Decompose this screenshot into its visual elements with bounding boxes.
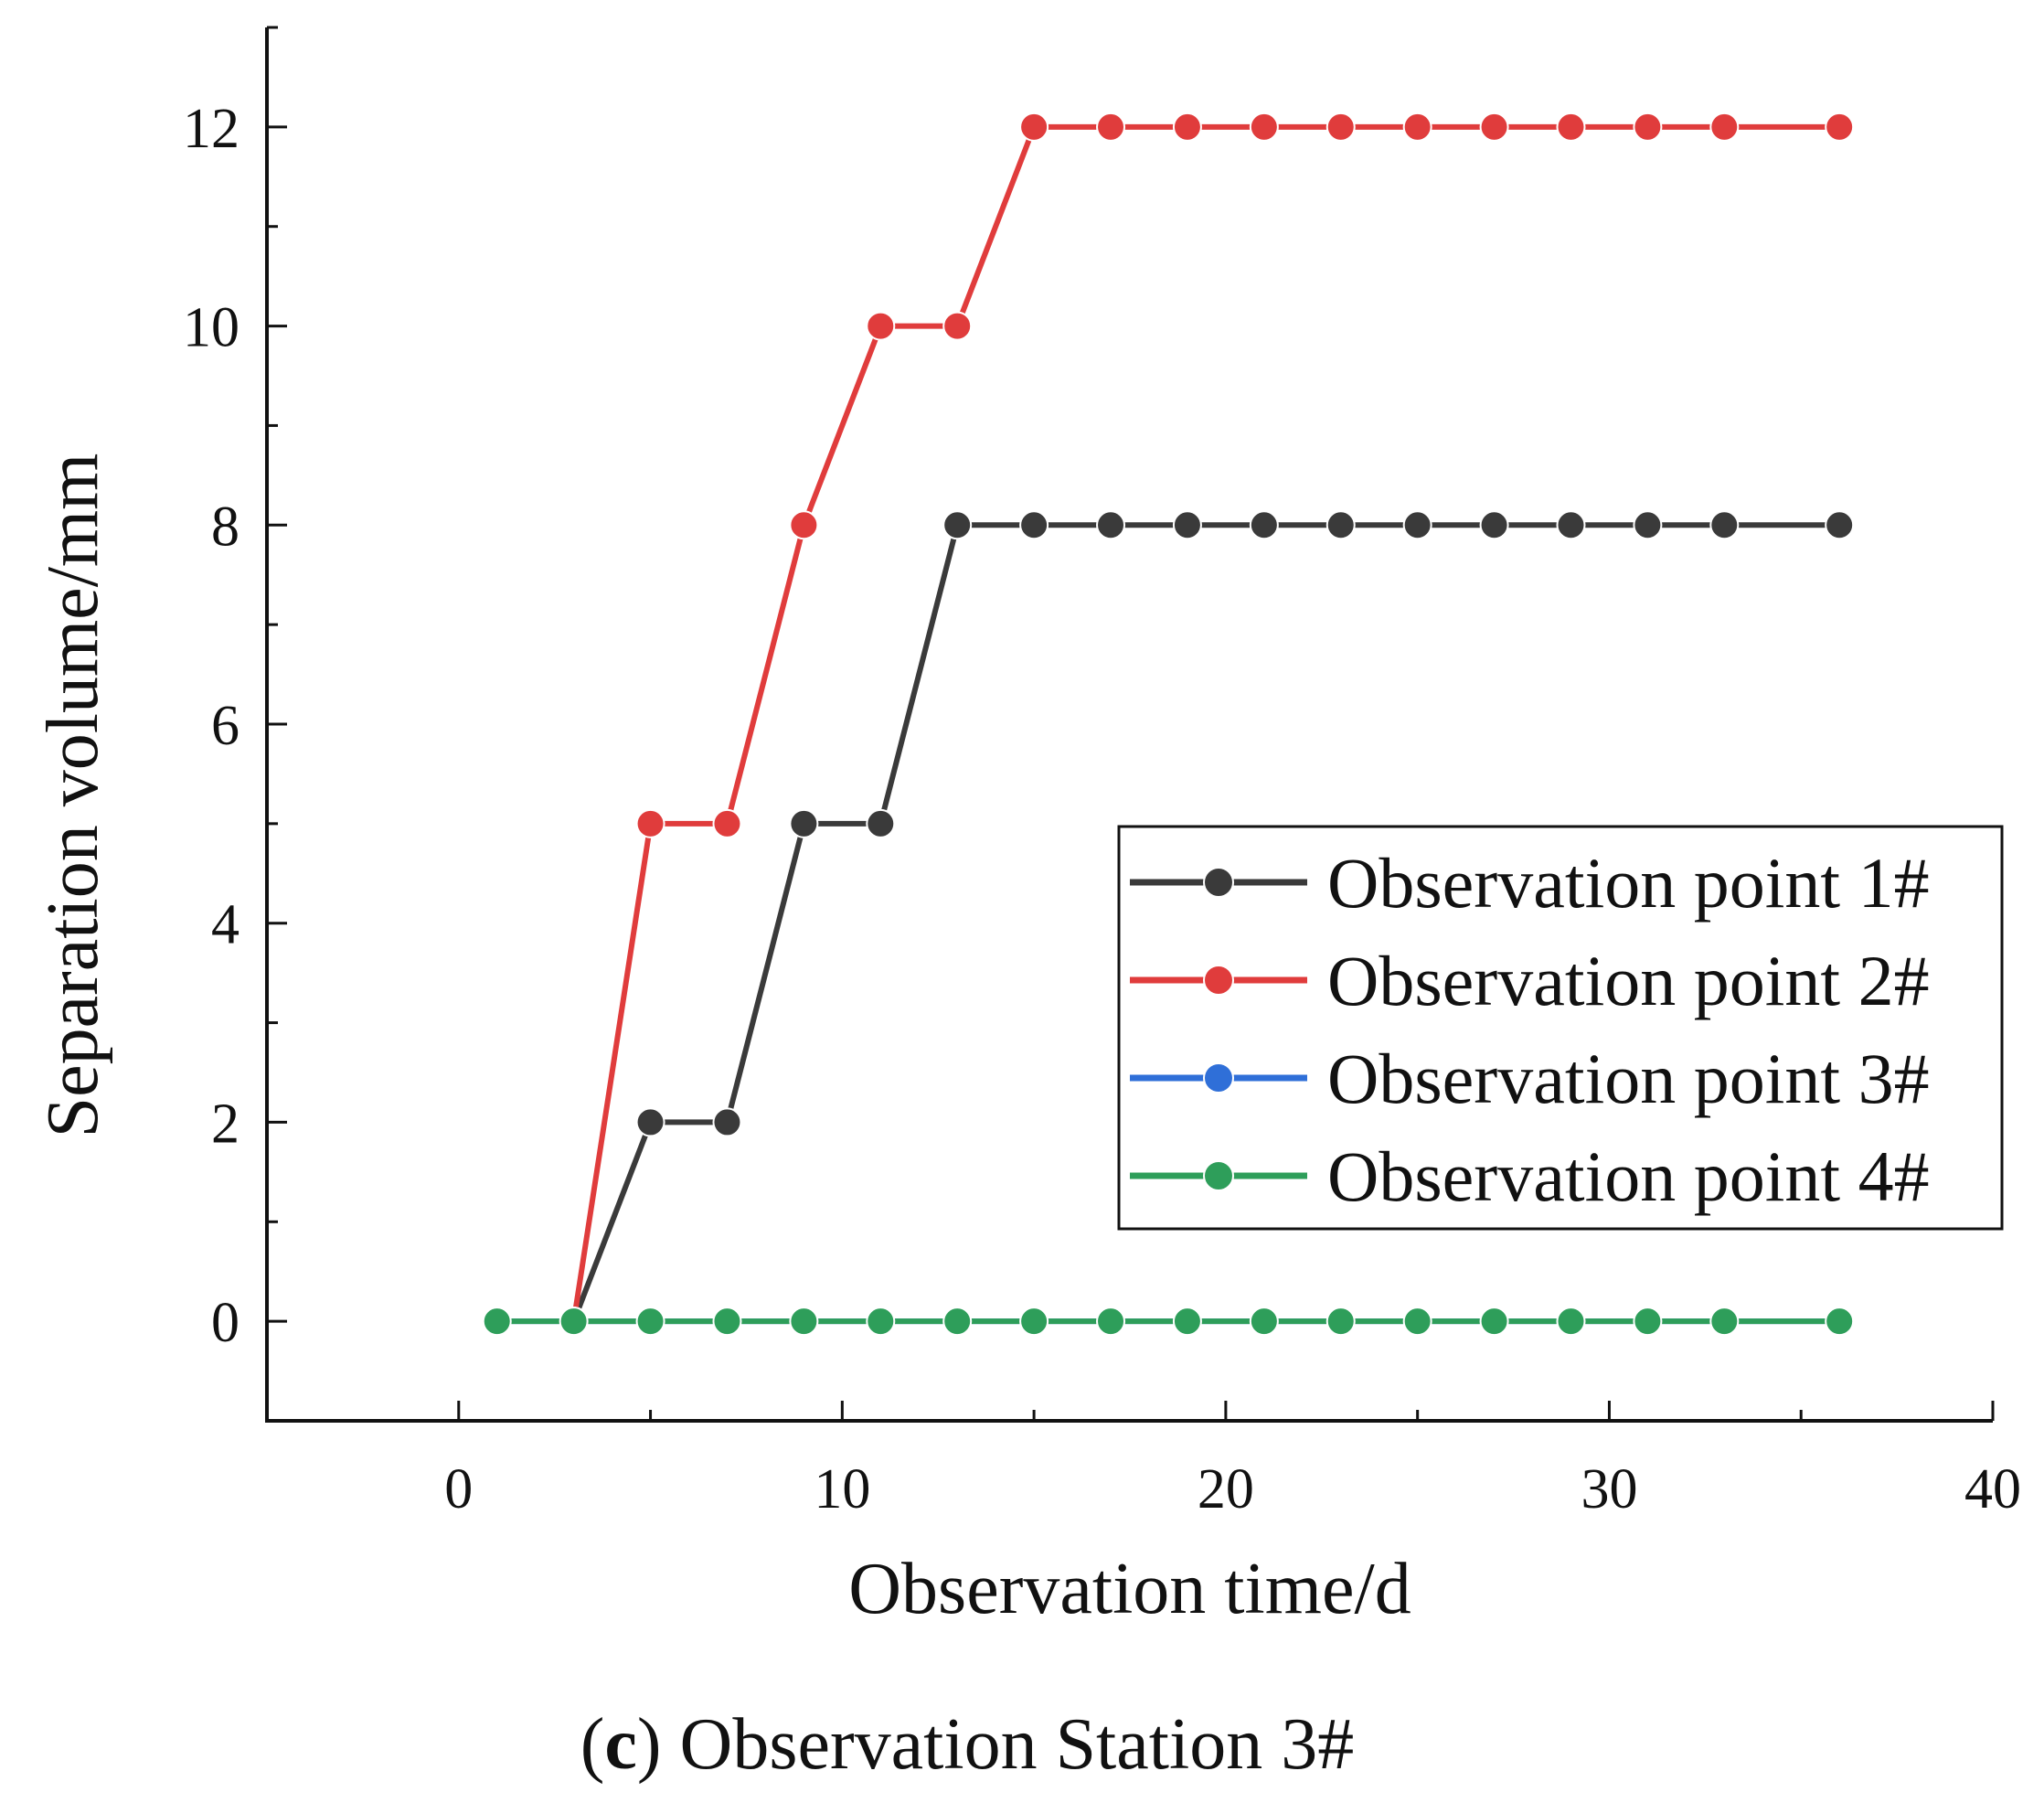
data-point	[1325, 1307, 1356, 1337]
data-point	[1556, 510, 1586, 540]
legend-label: Observation point 4#	[1327, 1136, 1930, 1216]
data-point	[1172, 112, 1202, 142]
data-point	[635, 1107, 665, 1137]
data-point	[712, 808, 742, 838]
data-point	[1479, 1307, 1509, 1337]
y-tick-label: 0	[211, 1292, 240, 1354]
data-point	[1019, 112, 1049, 142]
data-point	[1325, 112, 1356, 142]
data-point	[1825, 1307, 1855, 1337]
data-point	[1096, 112, 1126, 142]
data-point	[942, 1307, 973, 1337]
data-point	[1249, 112, 1279, 142]
data-point	[1402, 112, 1432, 142]
data-point	[712, 1307, 742, 1337]
data-point	[559, 1307, 589, 1337]
data-point	[1633, 510, 1663, 540]
legend-swatch-marker	[1203, 1160, 1234, 1191]
legend-label: Observation point 2#	[1327, 941, 1930, 1020]
data-point	[1019, 510, 1049, 540]
series-1	[559, 510, 1855, 1337]
data-point	[1402, 510, 1432, 540]
data-point	[635, 808, 665, 838]
series-2	[559, 112, 1855, 1337]
caption-open-paren: (	[580, 1704, 605, 1785]
data-point	[1709, 112, 1740, 142]
data-point	[1019, 1307, 1049, 1337]
data-point	[1479, 510, 1509, 540]
x-tick-label: 10	[814, 1458, 870, 1520]
y-tick-label: 2	[211, 1093, 240, 1155]
figure-caption: (c) Observation Station 3#	[580, 1704, 1355, 1785]
data-point	[789, 510, 819, 540]
legend-swatch-marker	[1203, 867, 1234, 898]
data-point	[1172, 1307, 1202, 1337]
data-point	[1633, 1307, 1663, 1337]
series-layer	[482, 112, 1855, 1337]
data-point	[1709, 510, 1740, 540]
series-4	[482, 1307, 1855, 1337]
data-point	[1825, 510, 1855, 540]
data-point	[482, 1307, 512, 1337]
legend-item-2: Observation point 2#	[1130, 941, 1930, 1020]
legend-item-1: Observation point 1#	[1130, 843, 1930, 923]
ticks: 0 10 20 30 40 0 2 4 6 8 10 12	[183, 26, 2021, 1520]
x-tick-label: 30	[1581, 1458, 1637, 1520]
data-point	[1249, 510, 1279, 540]
data-point	[1096, 1307, 1126, 1337]
x-axis-title: Observation time/d	[848, 1549, 1411, 1629]
data-point	[1172, 510, 1202, 540]
y-tick-label: 6	[211, 695, 240, 757]
legend-label: Observation point 3#	[1327, 1039, 1930, 1118]
data-point	[789, 1307, 819, 1337]
legend-swatch-marker	[1203, 965, 1234, 996]
legend: Observation point 1# Observation point 2#…	[1117, 825, 2004, 1231]
data-point	[1709, 1307, 1740, 1337]
x-tick-label: 40	[1964, 1458, 2021, 1520]
y-tick-label: 8	[211, 496, 240, 558]
caption-letter: c	[604, 1704, 637, 1785]
y-tick-label: 4	[211, 894, 240, 956]
y-tick-label: 12	[183, 98, 240, 160]
data-point	[866, 1307, 896, 1337]
data-point	[1479, 112, 1509, 142]
data-point	[1556, 1307, 1586, 1337]
x-tick-label: 0	[444, 1458, 473, 1520]
data-point	[942, 510, 973, 540]
legend-label: Observation point 1#	[1327, 843, 1930, 923]
data-point	[1633, 112, 1663, 142]
legend-item-3: Observation point 3#	[1130, 1039, 1930, 1118]
legend-item-4: Observation point 4#	[1130, 1136, 1930, 1216]
data-point	[1402, 1307, 1432, 1337]
data-point	[1556, 112, 1586, 142]
y-axis-title: Separation volume/mm	[33, 453, 113, 1138]
data-point	[866, 808, 896, 838]
legend-swatch-marker	[1203, 1062, 1234, 1094]
data-point	[1096, 510, 1126, 540]
data-point	[1325, 510, 1356, 540]
data-point	[712, 1107, 742, 1137]
data-point	[789, 808, 819, 838]
data-point	[1249, 1307, 1279, 1337]
data-point	[1825, 112, 1855, 142]
caption-text: ) Observation Station 3#	[637, 1704, 1354, 1785]
legend-box	[1117, 825, 2004, 1231]
x-tick-label: 20	[1198, 1458, 1254, 1520]
data-point	[942, 311, 973, 341]
data-point	[866, 311, 896, 341]
y-tick-label: 10	[183, 297, 240, 359]
data-point	[635, 1307, 665, 1337]
